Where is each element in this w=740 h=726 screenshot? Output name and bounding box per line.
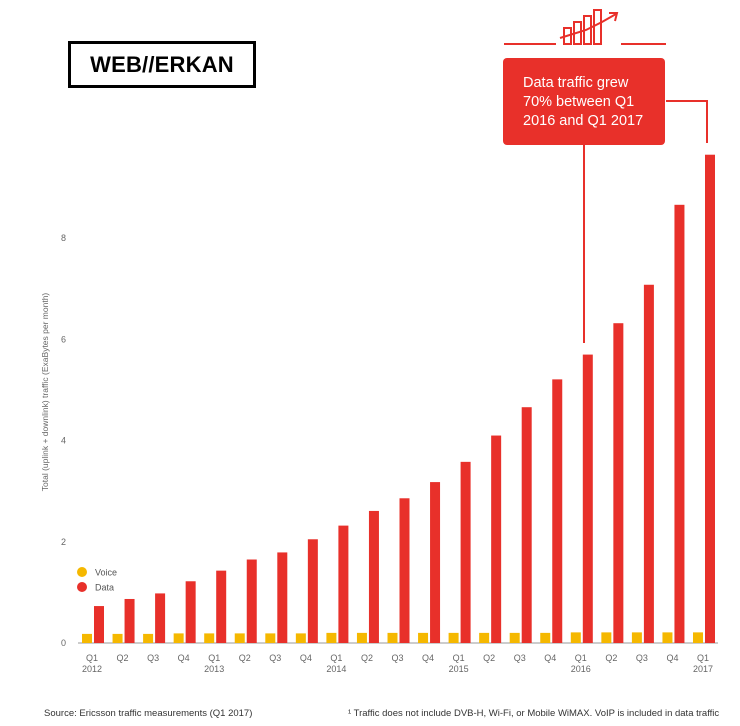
x-tick-year: 2013 bbox=[204, 664, 224, 674]
voice-bar bbox=[448, 632, 459, 643]
footer-source: Source: Ericsson traffic measurements (Q… bbox=[44, 708, 253, 719]
data-bar bbox=[430, 482, 441, 643]
data-bar bbox=[399, 498, 410, 643]
x-tick-label: Q4 bbox=[422, 653, 434, 663]
voice-bar bbox=[112, 633, 123, 643]
voice-bar bbox=[234, 633, 245, 643]
legend-marker bbox=[77, 567, 87, 577]
data-bar bbox=[674, 204, 685, 643]
callout-line-2: 70% between Q1 bbox=[523, 94, 635, 110]
voice-bar bbox=[265, 633, 276, 643]
data-bar bbox=[552, 379, 563, 643]
data-bar bbox=[491, 435, 502, 643]
x-tick-label: Q2 bbox=[361, 653, 373, 663]
x-tick-year: 2012 bbox=[82, 664, 102, 674]
voice-bar bbox=[295, 633, 306, 643]
voice-bar bbox=[631, 632, 642, 643]
voice-bar bbox=[509, 632, 520, 643]
x-tick-label: Q3 bbox=[636, 653, 648, 663]
voice-bar bbox=[356, 632, 367, 643]
brand-logo: WEB//ERKAN bbox=[68, 41, 256, 88]
data-bar bbox=[155, 593, 166, 643]
x-tick-label: Q2 bbox=[605, 653, 617, 663]
x-tick-label: Q2 bbox=[239, 653, 251, 663]
x-tick-label: Q4 bbox=[178, 653, 190, 663]
x-tick-year: 2015 bbox=[449, 664, 469, 674]
x-tick-label: Q3 bbox=[514, 653, 526, 663]
y-axis-label: Total (uplink + downlink) traffic (ExaBy… bbox=[40, 293, 50, 492]
data-bar bbox=[582, 354, 593, 643]
data-bar bbox=[277, 552, 288, 643]
x-tick-label: Q1 bbox=[697, 653, 709, 663]
legend: Voice Data bbox=[77, 567, 117, 593]
data-bar bbox=[460, 461, 471, 643]
callout-pointer-2017 bbox=[666, 100, 708, 143]
legend-marker bbox=[77, 582, 87, 592]
voice-bar bbox=[418, 632, 429, 643]
x-tick-label: Q1 bbox=[330, 653, 342, 663]
x-tick-year: 2014 bbox=[326, 664, 346, 674]
voice-bar bbox=[479, 632, 490, 643]
callout-box: Data traffic grew 70% between Q1 2016 an… bbox=[503, 58, 665, 145]
voice-bar bbox=[326, 632, 337, 643]
x-tick-label: Q1 bbox=[86, 653, 98, 663]
data-bar bbox=[94, 606, 104, 643]
legend-label: Data bbox=[95, 583, 114, 593]
x-tick-label: Q2 bbox=[117, 653, 129, 663]
x-tick-label: Q4 bbox=[544, 653, 556, 663]
x-tick-label: Q1 bbox=[208, 653, 220, 663]
footer-note: ¹ Traffic does not include DVB-H, Wi-Fi,… bbox=[348, 708, 720, 719]
data-bar bbox=[643, 284, 654, 643]
data-bar bbox=[338, 525, 349, 643]
data-bar bbox=[246, 559, 257, 643]
voice-bar bbox=[570, 632, 581, 643]
data-bar bbox=[368, 510, 379, 643]
data-bar bbox=[613, 323, 624, 643]
data-bar bbox=[216, 570, 227, 643]
x-tick-label: Q3 bbox=[269, 653, 281, 663]
y-tick-label: 2 bbox=[61, 537, 66, 547]
x-tick-label: Q1 bbox=[453, 653, 465, 663]
voice-bar bbox=[173, 633, 184, 643]
brand-text: WEB//ERKAN bbox=[90, 51, 234, 77]
data-bar bbox=[521, 407, 532, 643]
voice-bar bbox=[204, 633, 215, 643]
y-tick-label: 0 bbox=[61, 638, 66, 648]
data-bar bbox=[705, 154, 715, 643]
callout-line-1: Data traffic grew bbox=[523, 75, 629, 91]
voice-bar bbox=[693, 632, 703, 643]
voice-bar bbox=[540, 632, 551, 643]
x-tick-label: Q2 bbox=[483, 653, 495, 663]
x-tick-label: Q3 bbox=[391, 653, 403, 663]
callout-line-3: 2016 and Q1 2017 bbox=[523, 113, 644, 129]
x-tick-year: 2017 bbox=[693, 664, 713, 674]
data-bar bbox=[307, 539, 318, 643]
voice-bar bbox=[82, 633, 92, 643]
voice-bar bbox=[143, 633, 154, 643]
data-bar bbox=[124, 598, 135, 643]
x-tick-label: Q4 bbox=[300, 653, 312, 663]
voice-bar bbox=[387, 632, 398, 643]
x-tick-label: Q4 bbox=[666, 653, 678, 663]
x-tick-label: Q1 bbox=[575, 653, 587, 663]
y-tick-label: 6 bbox=[61, 334, 66, 344]
y-tick-label: 4 bbox=[61, 436, 66, 446]
voice-bar bbox=[662, 632, 673, 643]
legend-label: Voice bbox=[95, 568, 117, 578]
voice-bar bbox=[601, 632, 612, 643]
data-bar bbox=[185, 581, 196, 643]
x-tick-label: Q3 bbox=[147, 653, 159, 663]
x-tick-year: 2016 bbox=[571, 664, 591, 674]
bar-growth-icon bbox=[559, 9, 619, 45]
y-tick-label: 8 bbox=[61, 233, 66, 243]
